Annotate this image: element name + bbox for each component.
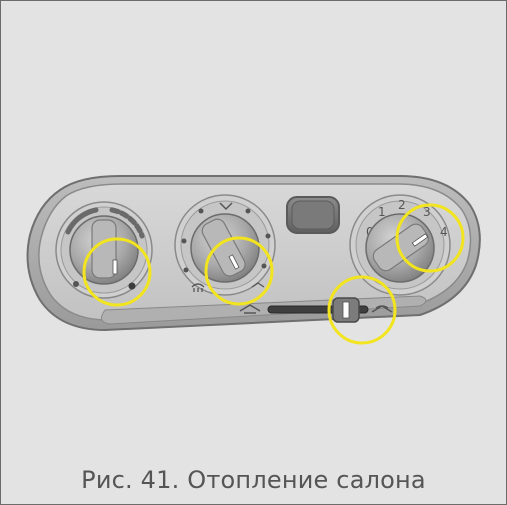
- fan-scale-label-1: 1: [378, 205, 386, 219]
- figure-caption: Рис. 41. Отопление салона: [81, 466, 426, 494]
- recirculation-icon: [371, 305, 393, 313]
- airflow-knob-group: [174, 194, 276, 296]
- windshield-defrost-icon: [191, 283, 205, 292]
- temperature-scale-cold-icon: [65, 207, 99, 235]
- fresh-air-icon: [239, 304, 261, 314]
- fan-scale-label-2: 2: [398, 198, 406, 212]
- temperature-knob-group: [55, 201, 153, 299]
- airflow-knob-pointer: [228, 254, 240, 270]
- highlight-ring-temperature: [82, 237, 152, 307]
- airflow-feet-icon: [251, 282, 265, 288]
- highlight-ring-airflow: [204, 236, 274, 306]
- heater-control-panel-illustration: 0 1 2 3 4: [26, 175, 481, 345]
- highlight-ring-fan-speed: [395, 203, 465, 273]
- temperature-scale-hot-icon: [109, 207, 145, 239]
- hot-dot-icon: [128, 282, 136, 290]
- highlight-ring-slider: [327, 275, 397, 345]
- cold-dot-icon: [73, 281, 79, 287]
- fan-scale-label-3: 3: [423, 205, 431, 219]
- fan-speed-knob-pointer: [411, 233, 429, 247]
- fan-speed-knob-group: 0 1 2 3 4: [349, 194, 451, 296]
- airflow-face-icon: [219, 202, 233, 211]
- temperature-knob-pointer: [112, 259, 118, 275]
- fan-scale-label-4: 4: [440, 225, 448, 239]
